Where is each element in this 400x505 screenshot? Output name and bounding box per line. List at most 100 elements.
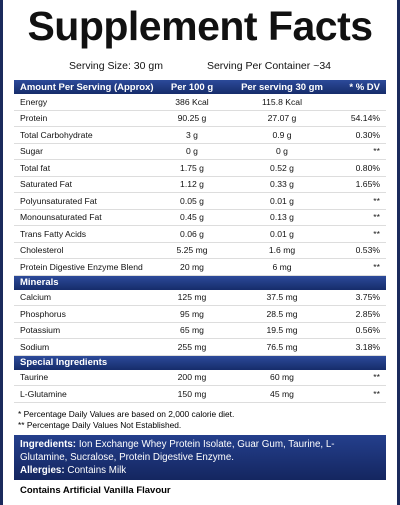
cell: 3 g [186, 129, 198, 140]
allergies: Allergies: Contains Milk [20, 464, 380, 477]
section-header: Special Ingredients [14, 355, 386, 370]
cell: Total Carbohydrate [20, 129, 93, 140]
section-title: Minerals [20, 277, 59, 288]
cell: 28.5 mg [266, 308, 298, 319]
cell: Potassium [20, 325, 61, 336]
cell: 27.07 g [267, 113, 297, 124]
cell: Phosphorus [20, 308, 66, 319]
title: Supplement Facts [27, 3, 373, 49]
cell: 386 Kcal [175, 96, 209, 107]
table-row: Calcium 125 mg 37.5 mg 3.75% [14, 290, 386, 306]
cell: 0.06 g [180, 228, 204, 239]
allergies-text: Contains Milk [67, 464, 127, 476]
column-header: Per 100 g [170, 81, 214, 93]
cell: 0.30% [355, 129, 380, 140]
section-title: Special Ingredients [20, 357, 108, 368]
cell: Sugar [20, 146, 43, 157]
allergies-label: Allergies: [20, 464, 65, 476]
cell: 200 mg [177, 372, 207, 383]
table-row: Monounsaturated Fat 0.45 g 0.13 g ** [14, 210, 386, 226]
table-row: Saturated Fat 1.12 g 0.33 g 1.65% [14, 177, 386, 193]
cell: 95 mg [180, 308, 204, 319]
cell: 2.85% [355, 308, 380, 319]
cell: 3.18% [355, 341, 380, 352]
cell: Cholesterol [20, 245, 64, 256]
cell: 0.13 g [270, 212, 294, 223]
cell: 0.45 g [180, 212, 204, 223]
column-header: Per serving 30 gm [241, 81, 323, 93]
facts-table: Amount Per Serving (Approx) Per 100 g Per … [14, 80, 386, 403]
cell: ** [373, 261, 380, 272]
cell: 45 mg [270, 388, 294, 399]
table-row: Energy 386 Kcal 115.8 Kcal [14, 94, 386, 111]
cell: 255 mg [177, 341, 207, 352]
cell: 0.05 g [180, 195, 204, 206]
cell: ** [373, 388, 380, 399]
cell: 90.25 g [177, 113, 207, 124]
serving-size: Serving Size: 30 gm [69, 60, 163, 72]
cell: 0.52 g [270, 162, 294, 173]
cell: ** [373, 372, 380, 383]
table-row: Sodium 255 mg 76.5 mg 3.18% [14, 339, 386, 356]
cell: Trans Fatty Acids [20, 228, 87, 239]
cell: 0.80% [355, 162, 380, 173]
cell: Total fat [20, 162, 51, 173]
cell: 0.33 g [270, 179, 294, 190]
table-row: Cholesterol 5.25 mg 1.6 mg 0.53% [14, 243, 386, 259]
table-row: Phosphorus 95 mg 28.5 mg 2.85% [14, 306, 386, 323]
ingredients-box: Ingredients: Ion Exchange Whey Protein I… [14, 434, 386, 480]
table-row: Potassium 65 mg 19.5 mg 0.56% [14, 323, 386, 339]
cell: ** [373, 212, 380, 223]
cell: 5.25 mg [176, 245, 208, 256]
table-row: L-Glutamine 150 mg 45 mg ** [14, 386, 386, 403]
serving-info: Serving Size: 30 gm Serving Per Containe… [14, 52, 386, 80]
cell: 1.75 g [180, 162, 204, 173]
cell: 150 mg [177, 388, 207, 399]
column-header: * % DV [349, 81, 380, 93]
ingredients-label: Ingredients: [20, 438, 77, 450]
cell: Polyunsaturated Fat [20, 195, 97, 206]
cell: 0.56% [355, 325, 380, 336]
cell: 6 mg [272, 261, 292, 272]
cell: 0.01 g [270, 195, 294, 206]
cell: 54.14% [350, 113, 380, 124]
cell: 20 mg [180, 261, 204, 272]
table-row: Protein 90.25 g 27.07 g 54.14% [14, 111, 386, 127]
cell: 0.9 g [272, 129, 292, 140]
cell: ** [373, 146, 380, 157]
footnotes: * Percentage Daily Values are based on 2… [14, 403, 386, 435]
section-header: Minerals [14, 275, 386, 290]
cell: Calcium [20, 292, 52, 303]
cell: Monounsaturated Fat [20, 212, 102, 223]
footnote: ** Percentage Daily Values Not Establish… [18, 419, 182, 430]
cell: Protein Digestive Enzyme Blend [20, 261, 143, 272]
cell: Protein [20, 113, 48, 124]
cell: 65 mg [180, 325, 204, 336]
ingredients-text: Ion Exchange Whey Protein Isolate, Guar … [20, 438, 335, 463]
cell: 76.5 mg [266, 341, 298, 352]
table-row: Total fat 1.75 g 0.52 g 0.80% [14, 160, 386, 177]
servings-per-container: Serving Per Container ~34 [206, 60, 331, 72]
cell: 0.01 g [270, 228, 294, 239]
flavour: Contains Artificial Vanilla Flavour [20, 484, 171, 496]
cell: 0 g [276, 146, 288, 157]
table-row: Sugar 0 g 0 g ** [14, 144, 386, 160]
cell: 37.5 mg [266, 292, 298, 303]
table-row: Trans Fatty Acids 0.06 g 0.01 g ** [14, 226, 386, 243]
section-header: Amount Per Serving (Approx) Per 100 g Per … [14, 80, 386, 94]
cell: 0.53% [355, 245, 380, 256]
cell: Energy [20, 96, 48, 107]
cell: L-Glutamine [20, 388, 67, 399]
table-row: Total Carbohydrate 3 g 0.9 g 0.30% [14, 127, 386, 144]
table-row: Taurine 200 mg 60 mg ** [14, 370, 386, 386]
cell: 19.5 mg [266, 325, 298, 336]
ingredients: Ingredients: Ion Exchange Whey Protein I… [20, 438, 380, 464]
cell: 115.8 Kcal [262, 96, 302, 107]
cell: ** [373, 195, 380, 206]
table-row: Protein Digestive Enzyme Blend 20 mg 6 mg *… [14, 259, 386, 276]
cell: 60 mg [270, 372, 294, 383]
column-header: Amount Per Serving (Approx) [20, 81, 154, 93]
cell: Taurine [20, 372, 49, 383]
footnote: * Percentage Daily Values are based on 2… [18, 408, 235, 419]
